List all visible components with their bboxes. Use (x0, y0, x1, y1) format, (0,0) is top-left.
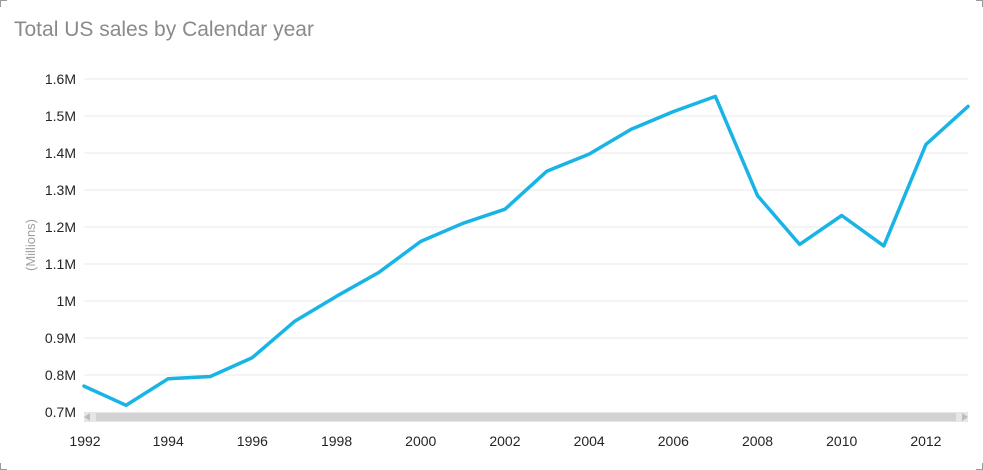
x-tick-label: 2012 (910, 433, 941, 449)
data-point[interactable] (415, 235, 427, 247)
data-point[interactable] (962, 100, 974, 112)
data-point[interactable] (373, 267, 385, 279)
x-tick-label: 2006 (658, 433, 689, 449)
y-tick-label: 1.4M (45, 145, 76, 161)
horizontal-scrollbar[interactable] (84, 412, 968, 422)
y-tick-label: 1.6M (45, 71, 76, 87)
data-point[interactable] (162, 373, 174, 385)
corner-bottom-left (0, 463, 7, 470)
x-tick-label: 2008 (742, 433, 773, 449)
y-axis-label: (Millions) (23, 219, 38, 271)
scroll-left-arrow-icon[interactable] (84, 413, 90, 421)
data-point[interactable] (246, 352, 258, 364)
data-point[interactable] (667, 106, 679, 118)
y-tick-label: 1M (57, 293, 76, 309)
data-point[interactable] (794, 238, 806, 250)
data-point[interactable] (288, 315, 300, 327)
series-line (82, 94, 970, 408)
data-point[interactable] (204, 370, 216, 382)
data-point[interactable] (878, 240, 890, 252)
data-point[interactable] (836, 210, 848, 222)
x-tick-label: 1998 (321, 433, 352, 449)
x-tick-label: 1996 (237, 433, 268, 449)
data-point[interactable] (920, 138, 932, 150)
y-tick-label: 1.3M (45, 182, 76, 198)
gridlines (84, 78, 968, 376)
series-points (78, 90, 974, 411)
corner-top-left (0, 0, 7, 7)
y-tick-label: 0.7M (45, 404, 76, 420)
scrollbar-thumb[interactable] (96, 413, 956, 421)
y-tick-label: 0.9M (45, 330, 76, 346)
y-tick-label: 1.5M (45, 108, 76, 124)
x-tick-label: 2000 (405, 433, 436, 449)
data-point[interactable] (331, 290, 343, 302)
chart-title: Total US sales by Calendar year (14, 18, 314, 41)
corner-top-right (976, 0, 983, 7)
data-point[interactable] (499, 203, 511, 215)
x-tick-label: 2004 (574, 433, 605, 449)
corner-bottom-right (976, 463, 983, 470)
data-point[interactable] (541, 165, 553, 177)
x-tick-label: 2002 (489, 433, 520, 449)
data-point[interactable] (625, 123, 637, 135)
data-point[interactable] (752, 190, 764, 202)
y-tick-label: 0.8M (45, 367, 76, 383)
x-tick-label: 2010 (826, 433, 857, 449)
data-point[interactable] (457, 217, 469, 229)
data-point[interactable] (78, 380, 90, 392)
y-tick-label: 1.2M (45, 219, 76, 235)
x-tick-label: 1992 (69, 433, 100, 449)
x-axis: 1992 1994 1996 1998 2000 2002 2004 2006 2008 2010… (69, 433, 941, 449)
scroll-right-arrow-icon[interactable] (962, 413, 968, 421)
data-point[interactable] (583, 148, 595, 160)
data-point[interactable] (120, 399, 132, 411)
data-point[interactable] (709, 90, 721, 102)
y-tick-label: 1.1M (45, 256, 76, 272)
x-tick-label: 1994 (153, 433, 184, 449)
y-axis: 0.7M 0.8M 0.9M 1M 1.1M 1.2M 1.3M 1.4M 1.5M 1.6M (45, 71, 76, 420)
